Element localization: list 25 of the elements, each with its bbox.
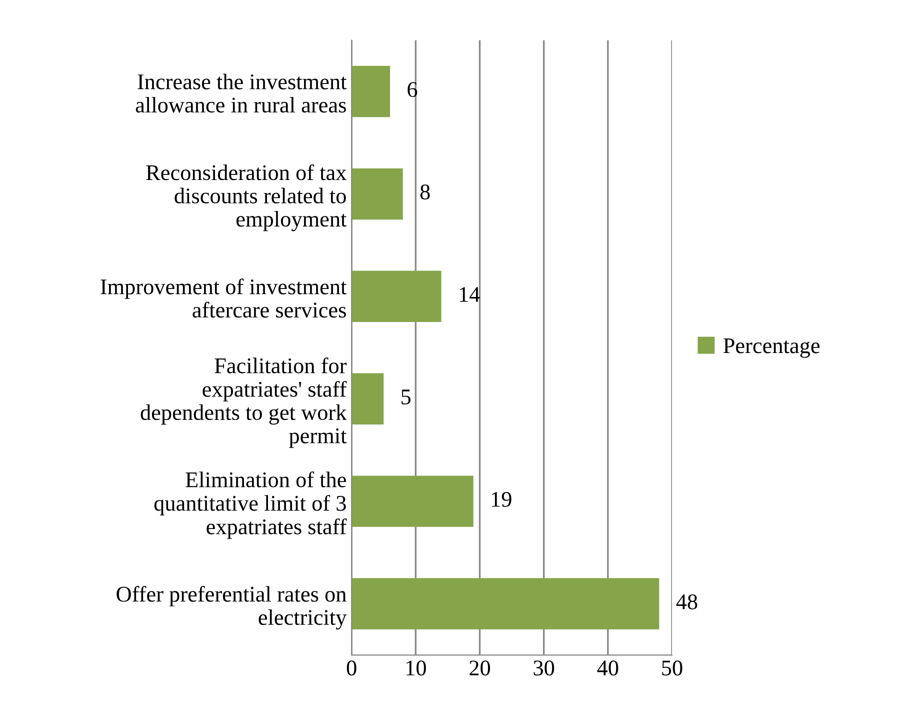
x-tick-label: 10 [406, 660, 426, 676]
bar [352, 476, 474, 527]
bar [352, 578, 660, 630]
bar [352, 168, 403, 220]
x-tick-label: 50 [662, 660, 682, 676]
x-tick-label: 30 [534, 660, 554, 676]
data-label: 14 [460, 287, 480, 302]
bar [352, 270, 442, 322]
y-tick-label: Facilitation for expatriates' staff dependents to get work permit [140, 357, 347, 448]
x-tick-label: 40 [597, 660, 618, 676]
data-label: 6 [408, 82, 418, 98]
x-tick-label: 0 [346, 660, 356, 676]
y-tick-label: Improvement of investment aftercare services [100, 278, 347, 318]
data-label: 5 [402, 390, 411, 404]
y-tick-label: Reconsideration of tax discounts related to employment [146, 164, 347, 232]
x-tick-label: 20 [470, 660, 490, 676]
bar [352, 66, 390, 118]
data-label: 48 [676, 594, 698, 610]
y-tick-label: Increase the investment allowance in rural areas [136, 74, 347, 113]
y-tick-label: Elimination of the quantitative limit of 3 expatriates staff [154, 471, 347, 539]
legend-label: Percentage [723, 338, 820, 358]
bar [352, 373, 384, 424]
data-label: 19 [492, 492, 512, 507]
y-tick-label: Offer preferential rates on electricity [116, 586, 347, 630]
data-label: 8 [420, 184, 430, 200]
